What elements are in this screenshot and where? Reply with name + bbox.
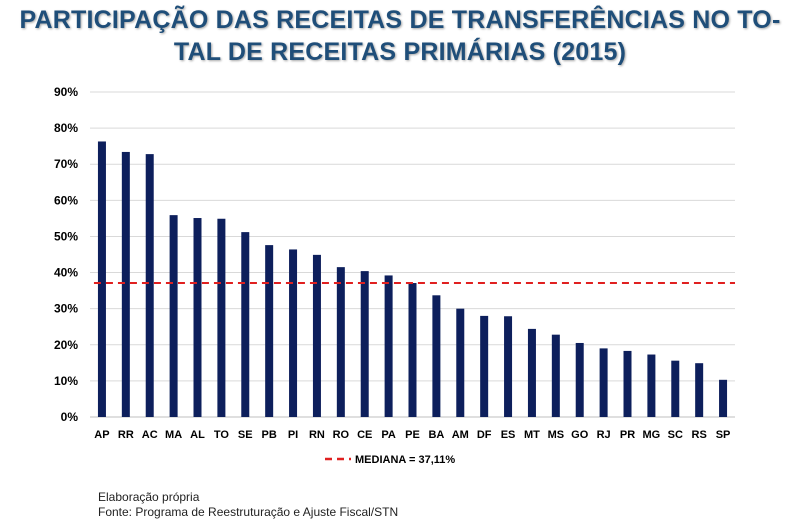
bar-ap bbox=[97, 141, 106, 417]
footer: Elaboração própria Fonte: Programa de Re… bbox=[98, 490, 398, 520]
bar-ro bbox=[336, 267, 345, 417]
x-axis-ticks: AP RR AC MA AL TO SE PB PI RN RO CE PA PE BA AM DF ES MT MS… bbox=[94, 429, 730, 441]
x-tick-label: AL bbox=[190, 429, 205, 441]
bar-rs bbox=[695, 363, 704, 417]
chart-title: PARTICIPAÇÃO DAS RECEITAS DE TRANSFERÊNC… bbox=[0, 4, 800, 68]
footer-line-2: Fonte: Programa de Reestruturação e Ajus… bbox=[98, 505, 399, 519]
bar-rj bbox=[599, 348, 608, 417]
bar-df bbox=[480, 315, 489, 417]
bar-se bbox=[241, 232, 250, 417]
chart-title-line-2: TAL DE RECEITAS PRIMÁRIAS (2015) bbox=[173, 38, 627, 66]
x-tick-label: BA bbox=[428, 429, 444, 441]
y-tick-label: 20% bbox=[54, 338, 78, 352]
legend: MEDIANA = 37,11% bbox=[325, 454, 455, 466]
bar-mg bbox=[647, 354, 656, 417]
x-tick-label: SC bbox=[668, 429, 683, 441]
x-tick-label: PR bbox=[620, 429, 635, 441]
x-tick-label: RO bbox=[333, 429, 350, 441]
bar-pa bbox=[384, 275, 393, 417]
y-tick-label: 0% bbox=[61, 410, 79, 424]
bar-sc bbox=[671, 360, 680, 417]
x-tick-label: ES bbox=[501, 429, 516, 441]
x-tick-label: MA bbox=[165, 429, 182, 441]
x-tick-label: AC bbox=[142, 429, 158, 441]
bar-am bbox=[456, 308, 465, 417]
x-tick-label: AM bbox=[452, 429, 469, 441]
bar-ba bbox=[432, 295, 441, 417]
x-tick-label: AP bbox=[94, 429, 109, 441]
x-tick-label: SE bbox=[238, 429, 253, 441]
x-tick-label: MS bbox=[548, 429, 565, 441]
bar-rn bbox=[312, 254, 321, 417]
x-tick-label: RJ bbox=[597, 429, 611, 441]
x-tick-label: RS bbox=[692, 429, 707, 441]
y-tick-label: 90% bbox=[54, 85, 78, 99]
bar-pe bbox=[408, 283, 417, 417]
y-tick-label: 60% bbox=[54, 193, 78, 207]
x-tick-label: MT bbox=[524, 429, 540, 441]
y-tick-label: 80% bbox=[54, 121, 78, 135]
x-tick-label: RR bbox=[118, 429, 134, 441]
bar-go bbox=[575, 342, 584, 417]
bar-es bbox=[504, 316, 513, 417]
x-tick-label: TO bbox=[214, 429, 230, 441]
bar-pr bbox=[623, 350, 632, 417]
bar-al bbox=[193, 218, 202, 417]
bar-to bbox=[217, 218, 226, 417]
x-tick-label: DF bbox=[477, 429, 492, 441]
x-tick-label: GO bbox=[571, 429, 589, 441]
chart-title-line-1: PARTICIPAÇÃO DAS RECEITAS DE TRANSFERÊNC… bbox=[19, 6, 781, 34]
bars bbox=[97, 141, 728, 417]
bar-ac bbox=[145, 154, 154, 417]
bar-ma bbox=[169, 215, 178, 417]
x-tick-label: CE bbox=[357, 429, 372, 441]
x-tick-label: PI bbox=[288, 429, 298, 441]
x-tick-label: PA bbox=[381, 429, 396, 441]
bar-ms bbox=[551, 334, 560, 417]
y-axis-ticks: 0% 10% 20% 30% 40% 50% 60% 70% 80% 90% bbox=[54, 85, 78, 424]
bar-ce bbox=[360, 271, 369, 417]
footer-line-1: Elaboração própria bbox=[98, 490, 200, 504]
y-tick-label: 70% bbox=[54, 157, 78, 171]
y-tick-label: 10% bbox=[54, 374, 78, 388]
bar-rr bbox=[121, 151, 130, 417]
bar-mt bbox=[527, 328, 536, 417]
x-tick-label: PB bbox=[262, 429, 277, 441]
y-tick-label: 30% bbox=[54, 302, 78, 316]
x-tick-label: PE bbox=[405, 429, 420, 441]
bar-pb bbox=[265, 245, 274, 417]
bar-pi bbox=[289, 249, 298, 417]
y-tick-label: 40% bbox=[54, 266, 78, 280]
y-tick-label: 50% bbox=[54, 229, 78, 243]
bar-sp bbox=[719, 379, 728, 417]
x-tick-label: RN bbox=[309, 429, 325, 441]
x-tick-label: MG bbox=[643, 429, 661, 441]
x-tick-label: SP bbox=[716, 429, 731, 441]
legend-median-label: MEDIANA = 37,11% bbox=[355, 454, 455, 466]
